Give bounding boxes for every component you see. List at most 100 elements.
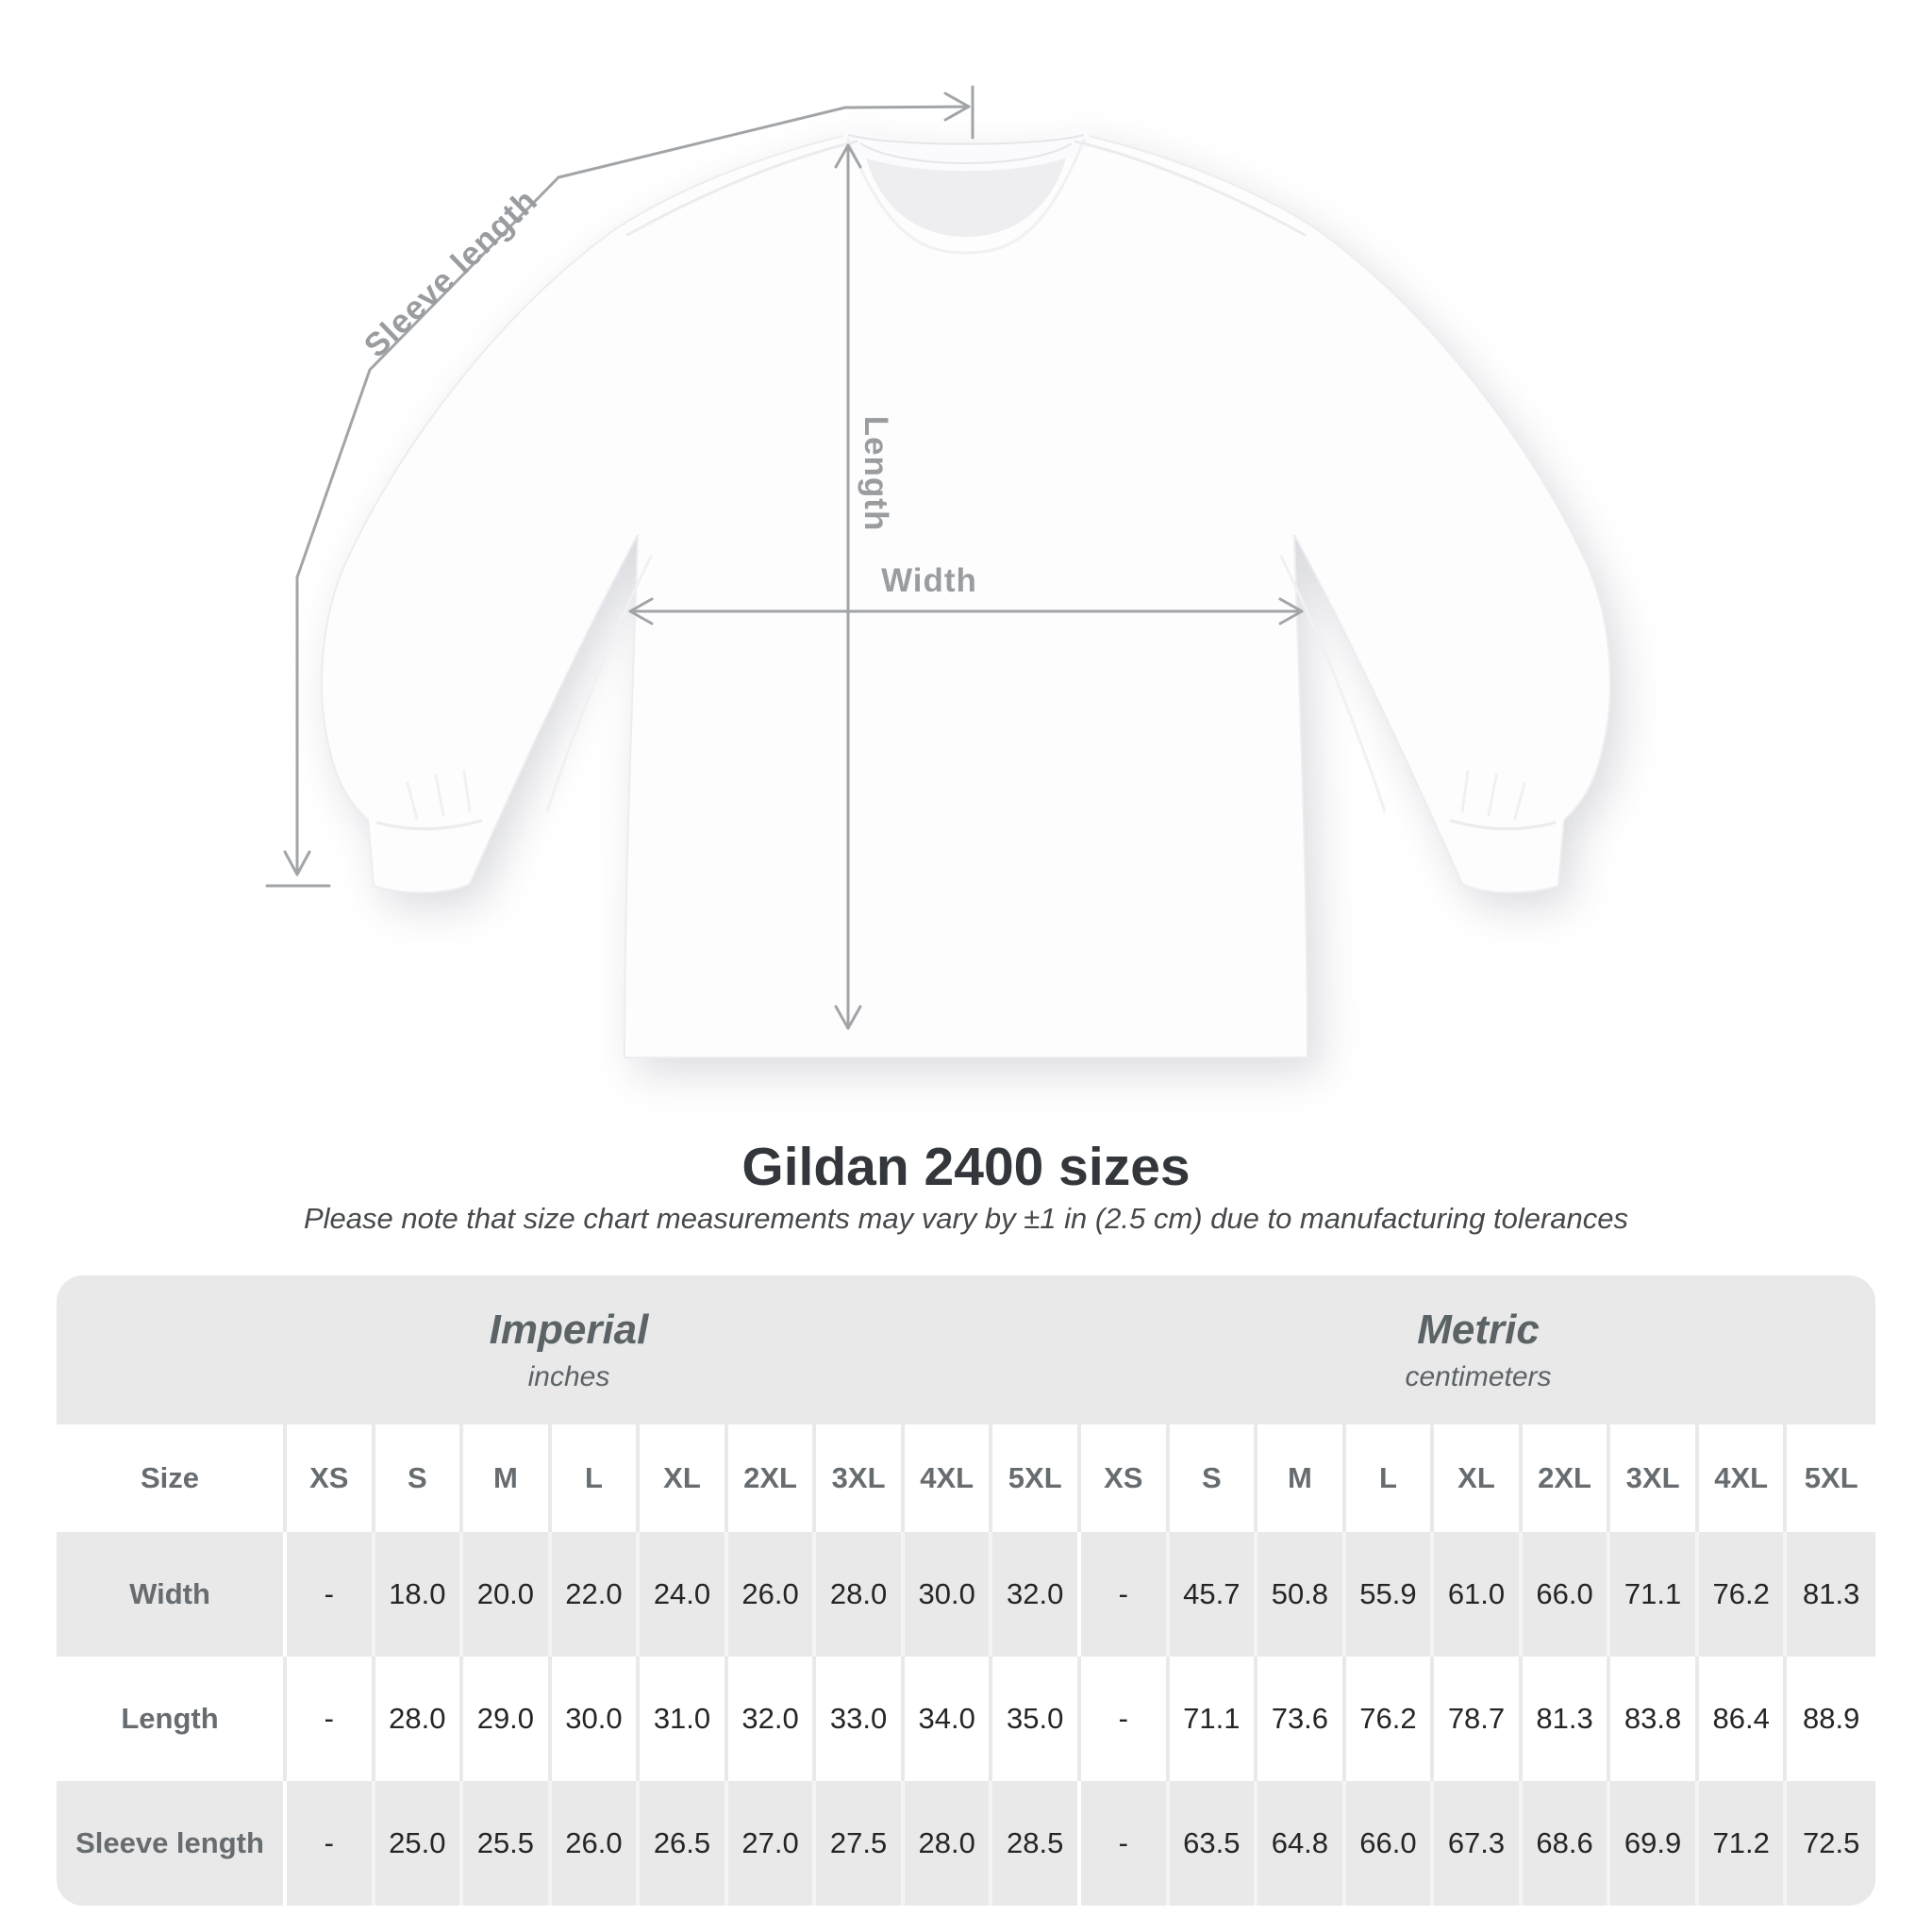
size-col-header-imperial-3xl: 3XL [816,1424,905,1532]
value-cell-imperial: 32.0 [992,1532,1081,1657]
value-cell-metric: 81.3 [1522,1657,1611,1781]
value-cell-imperial: 18.0 [375,1532,464,1657]
value-cell-metric: 67.3 [1434,1781,1523,1906]
value-cell-imperial: 34.0 [904,1657,993,1781]
value-cell-imperial: 30.0 [551,1657,641,1781]
value-cell-imperial: 27.0 [727,1781,817,1906]
right-cuff-seam [1449,819,1557,831]
value-cell-imperial: 28.0 [375,1657,464,1781]
value-cell-metric: 45.7 [1169,1532,1258,1657]
width-label: Width [881,562,977,599]
width-measure: Width [628,562,1304,625]
size-col-header-metric-xl: XL [1434,1424,1523,1532]
value-cell-imperial: - [287,1532,375,1657]
value-cell-imperial: 33.0 [816,1657,905,1781]
value-cell-imperial: 28.0 [904,1781,993,1906]
size-col-header-imperial-xl: XL [640,1424,728,1532]
value-cell-metric: 64.8 [1257,1781,1346,1906]
length-arrow-down-icon [834,1005,862,1030]
value-cell-metric: 83.8 [1610,1657,1699,1781]
sleeve-length-line [295,105,971,875]
size-col-header-imperial-s: S [375,1424,464,1532]
size-col-header-metric-4xl: 4XL [1698,1424,1788,1532]
value-cell-metric: 50.8 [1257,1532,1346,1657]
shirt-silhouette [321,133,1611,1058]
collar-bottom-seam [846,138,1086,255]
value-cell-metric: 61.0 [1434,1532,1523,1657]
value-cell-metric: 71.1 [1610,1532,1699,1657]
unit-label: Metric [1417,1307,1540,1353]
size-col-header-imperial-4xl: 4XL [904,1424,993,1532]
width-arrow-left-icon [628,597,654,625]
value-cell-metric: 71.1 [1169,1657,1258,1781]
value-cell-metric: - [1081,1781,1170,1906]
collar-outer-rim [847,134,1085,145]
value-cell-metric: 55.9 [1345,1532,1435,1657]
value-cell-imperial: 35.0 [992,1657,1081,1781]
unit-group-metric: Metric centimeters [1081,1275,1875,1424]
unit-label: Imperial [489,1307,649,1353]
shirt-seams [375,140,1557,831]
collar-band [842,127,1090,172]
page-title: Gildan 2400 sizes [741,1137,1191,1197]
size-col-header-metric-xs: XS [1081,1424,1170,1532]
value-cell-metric: 69.9 [1610,1781,1699,1906]
value-cell-imperial: 24.0 [640,1532,728,1657]
value-cell-metric: 76.2 [1345,1657,1435,1781]
size-col-header-metric-m: M [1257,1424,1346,1532]
shirt-size-diagram: Sleeve length Length Width [265,85,1611,1058]
value-cell-imperial: 28.0 [816,1532,905,1657]
value-cell-imperial: 28.5 [992,1781,1081,1906]
value-cell-metric: 71.2 [1698,1781,1788,1906]
value-cell-metric: 78.7 [1434,1657,1523,1781]
collar-inner-rim [859,142,1073,164]
right-shoulder-seam [1074,140,1307,237]
length-label: Length [858,416,894,532]
left-cuff-seam [375,819,483,831]
length-arrow-up-icon [834,143,862,169]
size-col-header-imperial-m: M [463,1424,552,1532]
value-cell-metric: 66.0 [1522,1532,1611,1657]
size-col-header-metric-2xl: 2XL [1522,1424,1611,1532]
value-cell-metric: 88.9 [1787,1657,1875,1781]
size-col-header-metric-s: S [1169,1424,1258,1532]
sleeve-arrow-right-icon [943,92,971,122]
value-cell-metric: - [1081,1657,1170,1781]
value-cell-imperial: 30.0 [904,1532,993,1657]
value-cell-imperial: 22.0 [551,1532,641,1657]
size-col-header-imperial-5xl: 5XL [992,1424,1081,1532]
unit-group-imperial: Imperial inches [57,1275,1081,1424]
value-cell-metric: - [1081,1532,1170,1657]
long-sleeve-shirt [321,133,1611,1058]
size-col-header-imperial-xs: XS [287,1424,375,1532]
value-cell-metric: 63.5 [1169,1781,1258,1906]
size-col-header-imperial-l: L [551,1424,641,1532]
unit-sublabel: centimeters [1405,1361,1552,1392]
length-measure: Length [834,143,894,1030]
size-col-header-imperial-2xl: 2XL [727,1424,817,1532]
value-cell-imperial: - [287,1781,375,1906]
value-cell-imperial: 27.5 [816,1781,905,1906]
sleeve-arrow-down-icon [283,850,311,876]
left-sleeve-crease [545,555,653,813]
value-cell-metric: 72.5 [1787,1781,1875,1906]
size-table: Imperial inches Metric centimeters Size XS S M L… [57,1275,1875,1906]
collar [842,127,1090,255]
right-cuff-gathers [1460,770,1526,821]
value-cell-imperial: 26.5 [640,1781,728,1906]
row-label: Width [57,1532,287,1657]
left-cuff-gathers [406,770,472,821]
value-cell-metric: 73.6 [1257,1657,1346,1781]
row-label: Sleeve length [57,1781,287,1906]
row-label: Length [57,1657,287,1781]
value-cell-imperial: - [287,1657,375,1781]
value-cell-imperial: 29.0 [463,1657,552,1781]
value-cell-imperial: 25.0 [375,1781,464,1906]
value-cell-imperial: 25.5 [463,1781,552,1906]
value-cell-imperial: 31.0 [640,1657,728,1781]
value-cell-metric: 68.6 [1522,1781,1611,1906]
size-col-header-metric-5xl: 5XL [1787,1424,1875,1532]
size-col-header-metric-l: L [1345,1424,1435,1532]
size-column-header: Size [57,1424,287,1532]
